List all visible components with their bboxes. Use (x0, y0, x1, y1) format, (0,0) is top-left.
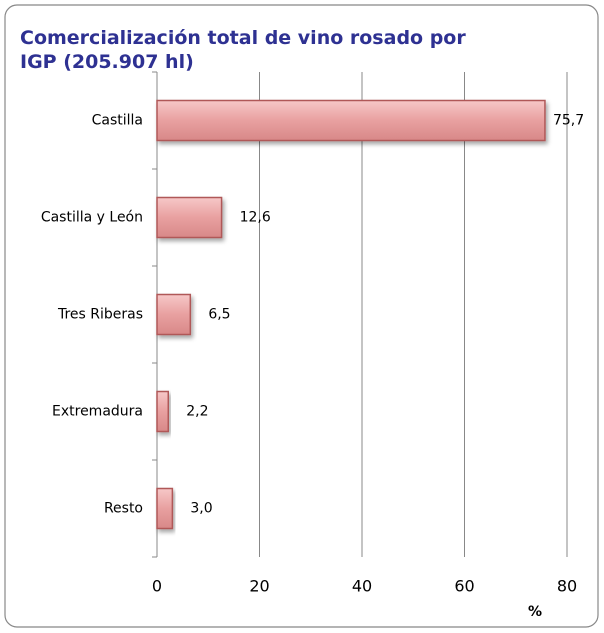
chart-title: Comercialización total de vino rosado po… (20, 27, 466, 73)
x-tick-label: 80 (557, 577, 577, 596)
x-tick-label: 20 (249, 577, 269, 596)
y-tick-label: Castilla (92, 113, 143, 129)
value-label: 3,0 (190, 501, 212, 517)
value-label: 2,2 (186, 404, 208, 420)
y-tick-label: Castilla y León (41, 210, 143, 226)
panel (4, 4, 599, 628)
x-tick-label: 0 (152, 577, 162, 596)
y-tick-label: Resto (104, 501, 143, 517)
x-tick-label: 60 (454, 577, 474, 596)
value-label: 6,5 (208, 307, 230, 323)
bar (156, 99, 546, 142)
value-label: 75,7 (553, 113, 584, 129)
bar (156, 293, 192, 336)
x-axis-label: % (528, 604, 542, 620)
value-label: 12,6 (240, 210, 271, 226)
bar (156, 390, 170, 433)
y-tick-label: Tres Riberas (57, 307, 143, 323)
bar (156, 196, 223, 239)
y-tick-label: Extremadura (52, 404, 143, 420)
bar (156, 487, 174, 530)
x-tick-label: 40 (352, 577, 372, 596)
